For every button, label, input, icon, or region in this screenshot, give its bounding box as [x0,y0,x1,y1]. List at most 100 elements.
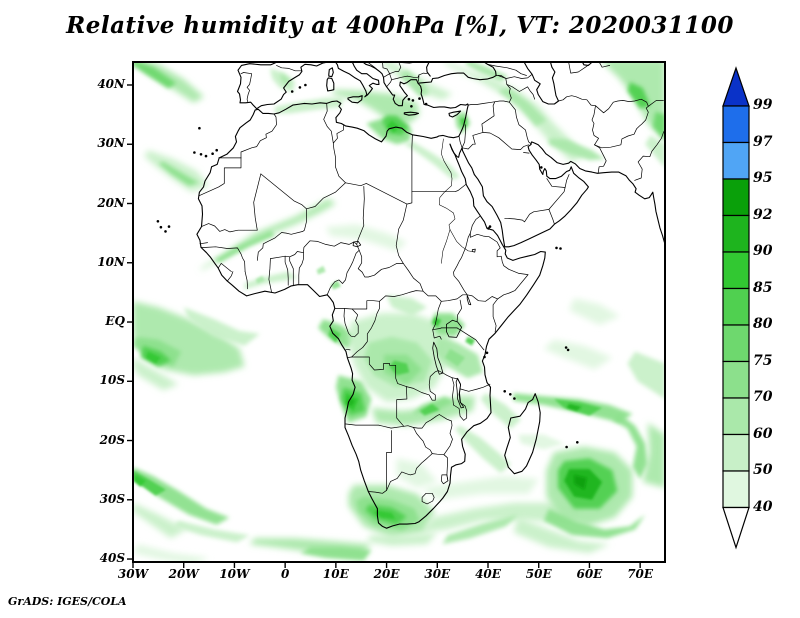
line-zimbabwe-botswana [413,427,433,454]
island-dot [199,153,203,156]
line-ghana-togo [284,255,289,286]
line-rwanda-burundi-2 [432,329,442,340]
shade-ghana-wisp [244,271,298,290]
island-dot [424,102,428,106]
line-italy-coast [334,62,380,98]
line-senegal-guinea-cluster [200,246,246,272]
shade-botswana-wisp [396,458,438,488]
shade-afghan-outer [602,62,665,142]
line-portugal-spain [240,72,253,102]
line-centralasia-1 [568,62,590,74]
lat-tick-label: 30N [97,136,125,151]
shade-pak-light [645,135,665,168]
shade-nw-streak-core [133,62,177,89]
lat-tick-label: 40N [97,76,125,91]
island-dot [290,90,294,93]
colorbar-tick-label: 80 [753,316,773,332]
colorbar-segment [722,397,750,436]
island-dot [418,97,421,100]
line-bulgaria-turkey [418,72,428,76]
credit-text: GrADS: IGES/COLA [8,595,127,608]
island-dot [411,99,415,102]
line-afghan-pak [594,105,649,149]
line-namibia-botswana [386,430,392,491]
line-caucasus-russia [487,63,527,76]
colorbar-bottom-arrow [722,506,750,550]
island-dot [513,397,516,400]
line-eritrea-ethiopia [469,233,501,249]
shade-cyc-arc [612,413,648,479]
line-drc-uganda-rwanda [432,300,442,331]
island-dot [159,225,163,229]
line-niger-nigeria [303,240,358,254]
line-sudan-ethiopia [453,232,471,296]
shade-indian-band [422,502,585,533]
line-egypt-sudan [411,184,467,193]
lat-tick-label: 20S [99,432,125,447]
line-turkey-iran-armenia [495,75,512,103]
colorbar-segment [722,214,750,253]
colorbar-segment [722,360,750,399]
line-ethiopia-somalia [496,247,529,300]
shade-cyc-tail [543,508,646,539]
line-oman-yemen [548,209,555,225]
line-caprivi [390,425,414,429]
shade-sahel-core [214,230,275,263]
lon-tick-label: 60E [576,567,603,581]
colorbar-segment [722,251,750,290]
line-gambia [199,242,208,245]
lon-tick-label: 20E [373,567,400,581]
line-cameroon-gabon-congo-car [334,290,424,310]
line-togo-benin [289,256,294,286]
colorbar-tick-label: 50 [753,462,773,478]
line-iberia-coast [236,62,329,110]
island-dot [156,220,160,223]
line-madagascar [504,393,541,475]
colorbar-segment [722,178,750,217]
island-dot [503,390,507,393]
line-ivory-ghana [268,258,272,293]
island-dot [215,148,218,152]
lon-tick-label: 10W [219,567,250,581]
africa-map-svg [127,61,666,568]
line-cyprus [448,110,462,118]
lon-tick-label: 70E [627,567,654,581]
colorbar-tick-label: 95 [753,170,773,186]
shade-morocco-sea-core [158,162,199,186]
island-dot [485,351,489,355]
shade-sw-dark [133,474,146,487]
shade-uganda-dark [432,317,442,327]
line-lake-turkana [466,294,472,306]
shade-afghan-core2 [652,111,665,142]
lon-tick-label: 10E [322,567,349,581]
island-dot [509,393,512,396]
shade-congo-dark [389,360,410,376]
shade-afghan-core [627,82,651,109]
line-wakhan [647,100,664,107]
shade-cameroon-spot [330,280,341,290]
shade-south-band-core [300,547,372,561]
line-lake-malawi [455,377,465,409]
colorbar-tick-label: 92 [753,206,773,223]
island-dot [483,355,486,359]
island-dot [576,441,579,444]
line-burkina-ghana-togo-benin [270,251,304,259]
island-dot [540,166,543,169]
lat-tick-label: 40S [99,551,125,566]
lon-tick-label: 0 [280,567,290,581]
shade-turkey-east [465,62,509,82]
shade-cyc-blob-dark [574,474,587,490]
line-algeria-libya-tunisia [332,124,346,184]
lat-tick-label: 20N [97,195,125,210]
island-dots-layer [156,83,579,449]
colorbar-top-arrow [722,66,750,107]
shade-kenya-spot [465,336,476,346]
colorbar-segment [722,105,750,144]
line-angola-drc [351,356,407,387]
lon-tick-label: 40E [475,567,501,581]
line-caspian-sea [523,62,560,105]
line-pak-india [634,129,665,181]
line-lake-tanganyika [432,341,444,375]
colorbar-tick-label: 85 [753,279,773,296]
line-balkans-greece-coast [362,62,419,107]
